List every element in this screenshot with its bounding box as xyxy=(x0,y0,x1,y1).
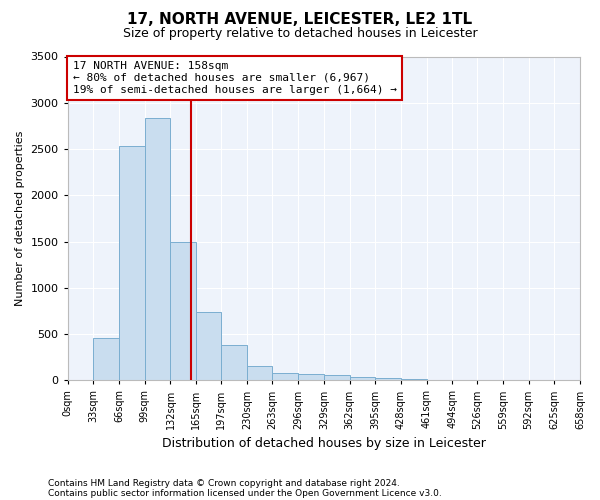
Text: Contains HM Land Registry data © Crown copyright and database right 2024.: Contains HM Land Registry data © Crown c… xyxy=(48,478,400,488)
Bar xyxy=(94,338,119,380)
Bar xyxy=(196,312,221,380)
Text: Size of property relative to detached houses in Leicester: Size of property relative to detached ho… xyxy=(122,28,478,40)
Bar xyxy=(272,373,298,380)
Text: 17, NORTH AVENUE, LEICESTER, LE2 1TL: 17, NORTH AVENUE, LEICESTER, LE2 1TL xyxy=(127,12,473,28)
Bar xyxy=(170,242,196,380)
Bar xyxy=(298,374,324,380)
Y-axis label: Number of detached properties: Number of detached properties xyxy=(15,130,25,306)
Bar xyxy=(350,376,375,380)
Bar xyxy=(247,366,272,380)
Text: 17 NORTH AVENUE: 158sqm
← 80% of detached houses are smaller (6,967)
19% of semi: 17 NORTH AVENUE: 158sqm ← 80% of detache… xyxy=(73,62,397,94)
Bar xyxy=(119,146,145,380)
Text: Contains public sector information licensed under the Open Government Licence v3: Contains public sector information licen… xyxy=(48,488,442,498)
Bar xyxy=(375,378,401,380)
Bar xyxy=(324,374,350,380)
X-axis label: Distribution of detached houses by size in Leicester: Distribution of detached houses by size … xyxy=(162,437,486,450)
Bar xyxy=(145,118,170,380)
Bar xyxy=(221,345,247,380)
